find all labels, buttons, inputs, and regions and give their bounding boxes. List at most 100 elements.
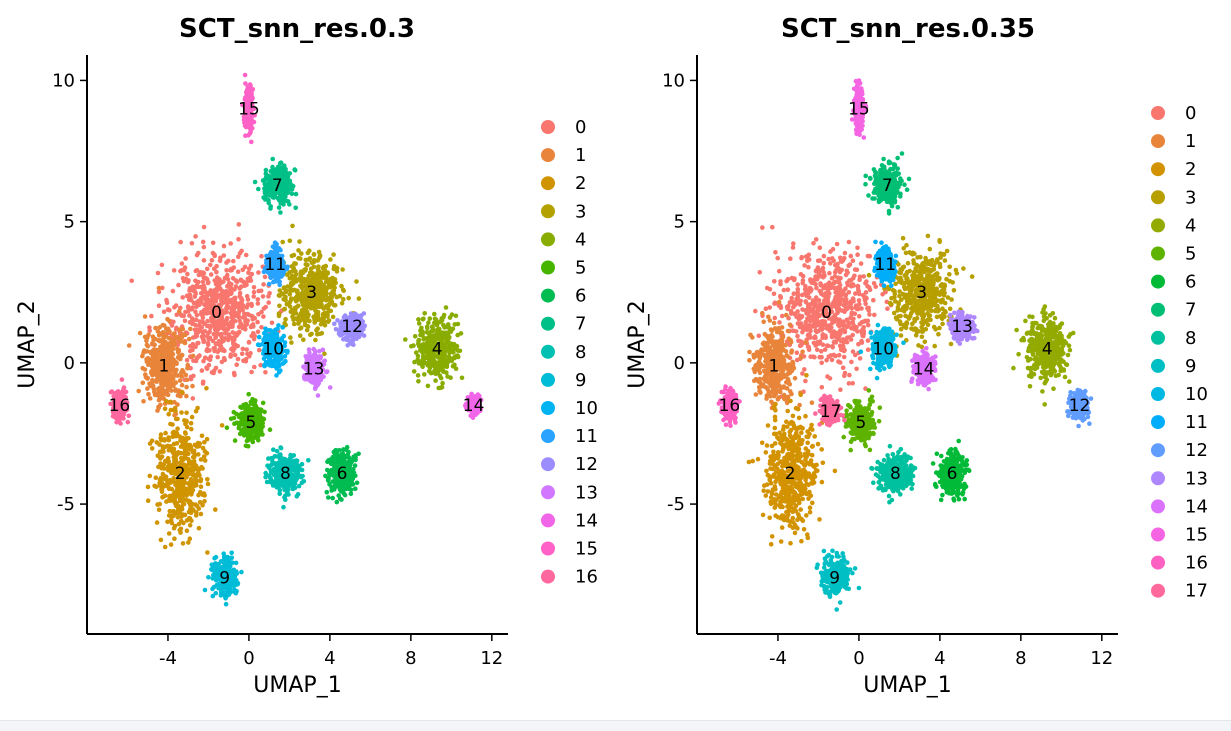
point [432,360,438,365]
point [245,444,251,449]
point [185,456,191,462]
point [438,375,444,381]
point [186,278,191,283]
point [175,402,180,407]
point [311,251,317,257]
point [204,266,210,272]
point [145,376,150,381]
point [187,489,192,495]
point [182,430,188,435]
point [459,375,465,381]
point [334,269,340,274]
point [194,333,200,339]
point [173,388,178,393]
point [243,323,248,328]
point [164,398,169,404]
point [194,478,200,484]
point [178,526,184,532]
point [290,223,295,229]
point [169,520,175,526]
point [228,319,234,325]
point [293,205,299,211]
point [282,176,287,182]
point [245,311,250,317]
point [173,380,179,385]
point [188,485,193,490]
point [158,537,164,543]
point [267,427,273,433]
point [175,373,181,378]
point [258,362,264,368]
point [178,305,183,311]
point [172,464,178,470]
point [179,382,185,388]
point [325,467,330,473]
point [196,470,201,476]
point [299,279,304,284]
point [270,460,276,466]
point [179,370,184,376]
point [153,475,159,481]
point [170,469,175,474]
point [336,493,342,498]
point [196,329,201,335]
point [211,331,217,337]
point [196,506,202,511]
point [150,378,155,383]
point [165,392,171,398]
point [184,393,189,399]
point [156,303,162,309]
point [311,259,317,265]
point [190,468,196,473]
point [218,593,224,598]
point [168,421,173,427]
point [232,287,237,292]
point [232,318,238,324]
point [173,416,179,422]
point [430,328,436,334]
point [304,327,310,333]
point [179,261,185,266]
point [149,370,154,376]
point [217,369,223,374]
point [279,291,285,297]
point [189,414,195,420]
point [316,249,322,255]
point [266,300,272,305]
point [416,379,421,384]
point [412,359,417,365]
point [189,426,194,432]
point [211,370,216,376]
point [285,199,291,204]
point [230,348,236,354]
point [235,279,240,285]
point [266,294,271,299]
point [266,186,272,191]
point [183,450,189,456]
point [288,335,293,340]
point [171,268,177,273]
point [416,317,421,322]
point [293,316,299,321]
point [323,292,329,298]
point [278,247,283,253]
point [231,409,237,415]
point [241,279,247,285]
point [292,261,297,266]
point [199,325,205,330]
point [321,306,326,311]
point [312,294,317,300]
point [289,253,295,259]
point [162,544,168,550]
point [214,269,219,275]
point [287,299,293,305]
point [213,507,218,512]
point [210,338,216,344]
point [301,337,306,343]
point [427,316,433,321]
point [199,312,204,317]
point [160,446,166,452]
point [196,354,201,359]
point [344,444,350,450]
